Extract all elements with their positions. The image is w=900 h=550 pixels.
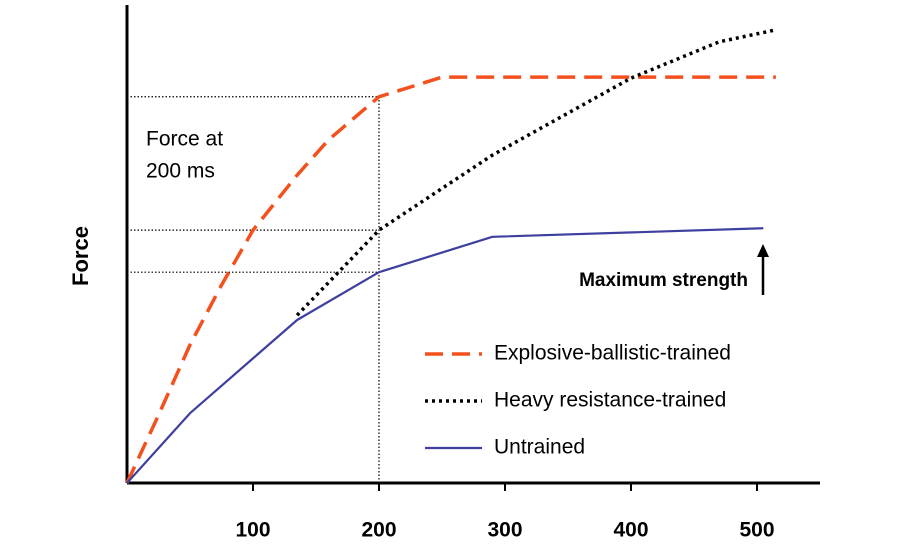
series-line [295, 28, 777, 317]
x-tick-label: 300 [487, 519, 522, 542]
series-line [126, 227, 764, 484]
annotation: 200 ms [146, 160, 215, 183]
legend-label: Explosive-ballistic-trained [494, 342, 731, 365]
legend-label: Untrained [494, 436, 585, 459]
y-axis-label: Force [68, 226, 93, 286]
x-tick-label: 400 [613, 519, 648, 542]
x-tick-label: 500 [739, 519, 774, 542]
annotation: Force at [146, 128, 223, 151]
x-tick-label: 200 [361, 519, 396, 542]
x-tick-label: 100 [235, 519, 270, 542]
arrow-head [757, 244, 769, 257]
legend-label: Heavy resistance-trained [494, 389, 726, 412]
series-line [125, 75, 776, 484]
max-strength-label: Maximum strength [579, 270, 748, 291]
